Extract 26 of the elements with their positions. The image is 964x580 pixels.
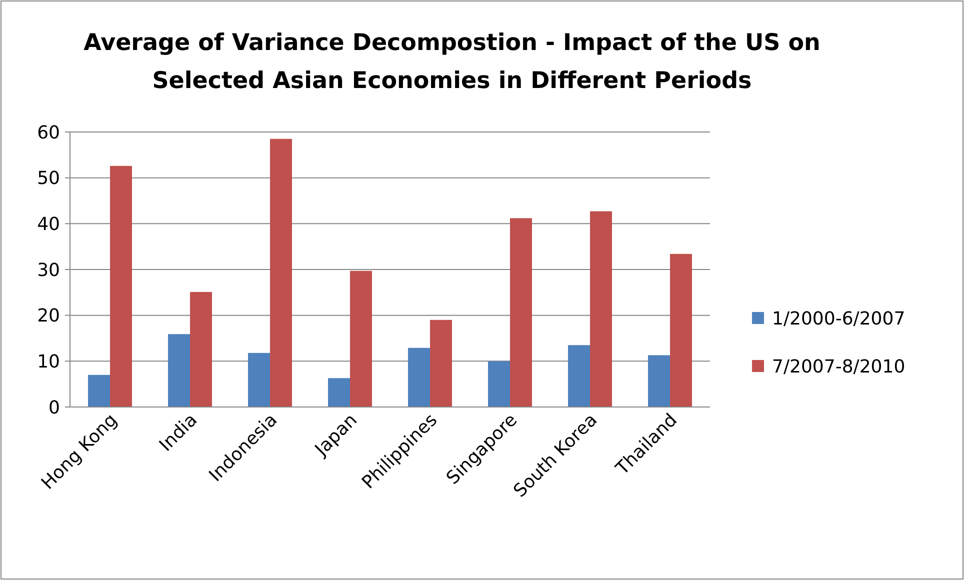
bar [408, 348, 430, 407]
bar [168, 334, 190, 407]
y-tick-label: 0 [48, 397, 60, 418]
chart-title: Average of Variance Decompostion - Impact of the US on Selected Asian Economies in Different Periods [84, 30, 820, 94]
bar [648, 355, 670, 407]
bar [270, 138, 292, 407]
legend-label: 1/2000-6/2007 [772, 308, 906, 330]
y-tick-label: 40 [37, 214, 60, 235]
bar [110, 166, 132, 407]
bar [430, 320, 452, 407]
bar [248, 352, 270, 407]
y-tick-label: 10 [37, 351, 60, 372]
legend-label: 7/2007-8/2010 [772, 356, 906, 378]
y-tick-label: 50 [37, 168, 60, 190]
bar [568, 345, 590, 407]
bar [350, 270, 372, 407]
bar [510, 218, 532, 407]
y-tick-label: 30 [37, 260, 60, 281]
bar [590, 211, 612, 407]
bar [88, 374, 110, 407]
y-tick-label: 20 [37, 306, 60, 327]
bar [670, 254, 692, 407]
bar [190, 292, 212, 407]
y-tick-label: 60 [37, 122, 60, 144]
bar [488, 361, 510, 407]
bar [328, 378, 350, 407]
